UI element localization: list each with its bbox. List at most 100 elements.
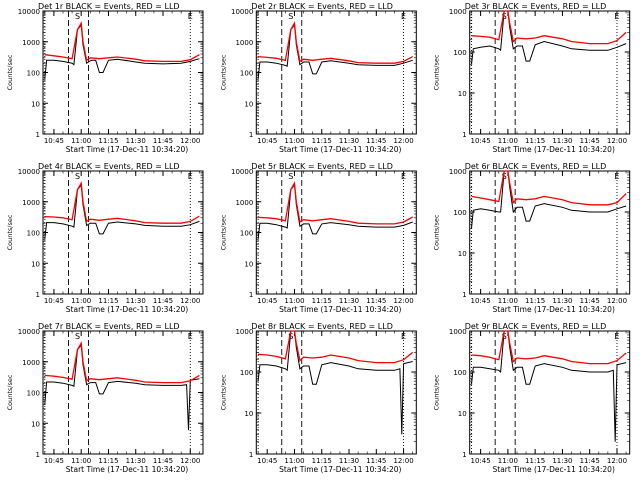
marker-e: E [614,172,619,181]
x-tick-label: 11:45 [153,297,173,305]
panel-title: Det 1r BLACK = Events, RED = LLD [38,2,180,11]
x-tick-label: 11:45 [153,457,173,465]
panel-title: Det 7r BLACK = Events, RED = LLD [38,322,180,331]
x-axis-label: Start Time (17-Dec-11 10:34:20) [493,145,615,154]
x-tick-label: 11:00 [71,457,91,465]
plot-frame [469,330,631,455]
marker-s: S [502,172,507,181]
y-axis-label: Counts/sec [219,54,227,90]
x-tick-label: 11:30 [552,457,572,465]
marker-s: S [288,172,293,181]
y-tick-label: 10 [244,100,253,108]
y-tick-label: 10 [458,410,467,418]
x-axis-label: Start Time (17-Dec-11 10:34:20) [493,465,615,474]
y-tick-label: 1 [249,131,253,139]
y-tick-label: 10000 [18,8,40,16]
y-tick-label: 10 [458,90,467,98]
y-tick-label: 1 [36,451,40,459]
y-tick-label: 1000 [449,328,467,336]
plot-frame [469,170,631,295]
y-tick-label: 10 [31,420,40,428]
x-tick-label: 11:30 [126,457,146,465]
panel-det-4: Det 4r BLACK = Events, RED = LLD 1 10 100 10… [6,162,204,314]
marker-e: E [188,12,193,21]
events-series-line [44,23,200,80]
y-tick-label: 1 [36,131,40,139]
x-tick-label: 12:00 [607,137,627,145]
y-axis-label: Counts/sec [219,214,227,250]
y-tick-label: 10000 [231,168,253,176]
y-tick-label: 1000 [449,8,467,16]
y-tick-label: 100 [27,390,40,398]
y-tick-label: 100 [27,70,40,78]
events-series-line [44,343,200,431]
marker-s: S [75,172,80,181]
x-tick-label: 10:45 [44,137,64,145]
x-tick-label: 11:15 [525,457,545,465]
lld-series-line [471,10,627,45]
y-tick-label: 1000 [235,39,253,47]
plot-frame [469,10,631,135]
y-tick-label: 1000 [22,39,40,47]
marker-e: E [188,172,193,181]
y-tick-label: 1000 [449,168,467,176]
x-tick-label: 12:00 [393,457,413,465]
x-tick-label: 11:30 [339,297,359,305]
x-tick-label: 12:00 [180,457,200,465]
x-tick-label: 10:45 [471,457,491,465]
x-tick-label: 12:00 [393,137,413,145]
y-tick-label: 10 [244,410,253,418]
x-tick-label: 11:15 [98,137,118,145]
x-tick-label: 11:30 [339,457,359,465]
y-tick-label: 1000 [235,199,253,207]
x-axis-label: Start Time (17-Dec-11 10:34:20) [279,465,401,474]
x-tick-label: 10:45 [44,457,64,465]
x-tick-label: 10:45 [257,457,277,465]
panel-title: Det 3r BLACK = Events, RED = LLD [465,2,607,11]
y-tick-label: 100 [453,209,466,217]
y-tick-label: 1 [249,291,253,299]
x-tick-label: 11:45 [153,137,173,145]
lld-series-line [44,21,200,63]
x-tick-label: 11:15 [98,457,118,465]
x-tick-label: 11:00 [498,297,518,305]
marker-s: S [502,12,507,21]
x-tick-label: 11:15 [312,137,332,145]
panel-det-8: Det 8r BLACK = Events, RED = LLD 1 10 100 10… [219,322,417,474]
lld-series-line [258,330,414,364]
plot-frame [42,330,204,455]
x-tick-label: 11:15 [312,297,332,305]
x-axis-label: Start Time (17-Dec-11 10:34:20) [279,145,401,154]
panel-det-9: Det 9r BLACK = Events, RED = LLD 1 10 100 10… [433,322,631,474]
x-tick-label: 11:00 [284,457,304,465]
y-axis-label: Counts/sec [433,54,441,90]
panel-title: Det 4r BLACK = Events, RED = LLD [38,162,180,171]
x-tick-label: 11:45 [580,297,600,305]
y-tick-label: 1000 [22,359,40,367]
x-tick-label: 10:45 [471,137,491,145]
x-tick-label: 11:00 [498,137,518,145]
x-tick-label: 12:00 [607,457,627,465]
marker-s: S [502,332,507,341]
x-axis-label: Start Time (17-Dec-11 10:34:20) [66,465,188,474]
marker-s: S [288,12,293,21]
panel-title: Det 8r BLACK = Events, RED = LLD [251,322,393,331]
x-tick-label: 11:15 [312,457,332,465]
plot-frame [255,170,417,295]
panel-det-3: Det 3r BLACK = Events, RED = LLD 1 10 100 10… [433,2,631,154]
events-series-line [257,183,413,240]
x-axis-label: Start Time (17-Dec-11 10:34:20) [279,305,401,314]
x-tick-label: 10:45 [471,297,491,305]
x-tick-label: 10:45 [257,297,277,305]
y-tick-label: 10000 [18,328,40,336]
y-tick-label: 1 [36,291,40,299]
x-tick-label: 11:30 [552,137,572,145]
x-tick-label: 11:45 [580,137,600,145]
y-tick-label: 1 [462,451,466,459]
y-tick-label: 10 [244,260,253,268]
panel-det-5: Det 5r BLACK = Events, RED = LLD 1 10 100 10… [219,162,417,314]
marker-e: E [614,12,619,21]
marker-e: E [401,12,406,21]
x-tick-label: 11:00 [71,137,91,145]
lld-series-line [44,341,200,384]
